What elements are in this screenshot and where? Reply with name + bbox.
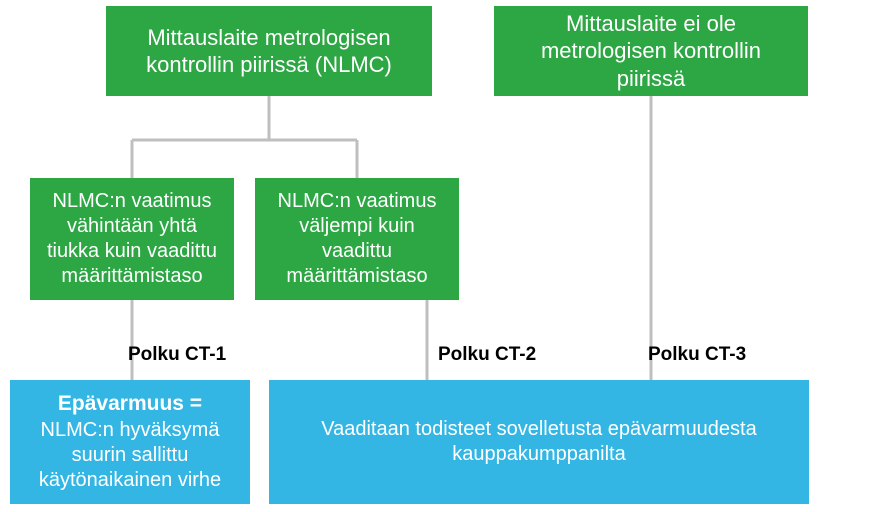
node-result-right: Vaaditaan todisteet sovelletusta epävarm… <box>269 380 809 504</box>
node-result-left: Epävarmuus = NLMC:n hyväksymä suurin sal… <box>10 380 250 504</box>
node-result-left-text: NLMC:n hyväksymä suurin sallittu käytöna… <box>20 418 240 493</box>
path-label-ct2: Polku CT-2 <box>438 344 536 366</box>
node-nlmc-no-text: Mittauslaite ei ole metrologisen kontrol… <box>504 10 798 93</box>
node-result-left-bold: Epävarmuus = <box>20 391 240 417</box>
node-req-loose-text: NLMC:n vaatimus väljempi kuin vaadittu m… <box>265 189 449 289</box>
node-result-right-text: Vaaditaan todisteet sovelletusta epävarm… <box>279 417 799 467</box>
node-req-loose: NLMC:n vaatimus väljempi kuin vaadittu m… <box>255 178 459 300</box>
node-nlmc-yes-text: Mittauslaite metrologisen kontrollin pii… <box>116 24 422 79</box>
node-req-strict: NLMC:n vaatimus vähintään yhtä tiukka ku… <box>30 178 234 300</box>
node-req-strict-text: NLMC:n vaatimus vähintään yhtä tiukka ku… <box>40 189 224 289</box>
node-nlmc-yes: Mittauslaite metrologisen kontrollin pii… <box>106 6 432 96</box>
path-label-ct1: Polku CT-1 <box>128 344 226 366</box>
node-nlmc-no: Mittauslaite ei ole metrologisen kontrol… <box>494 6 808 96</box>
path-label-ct3: Polku CT-3 <box>648 344 746 366</box>
